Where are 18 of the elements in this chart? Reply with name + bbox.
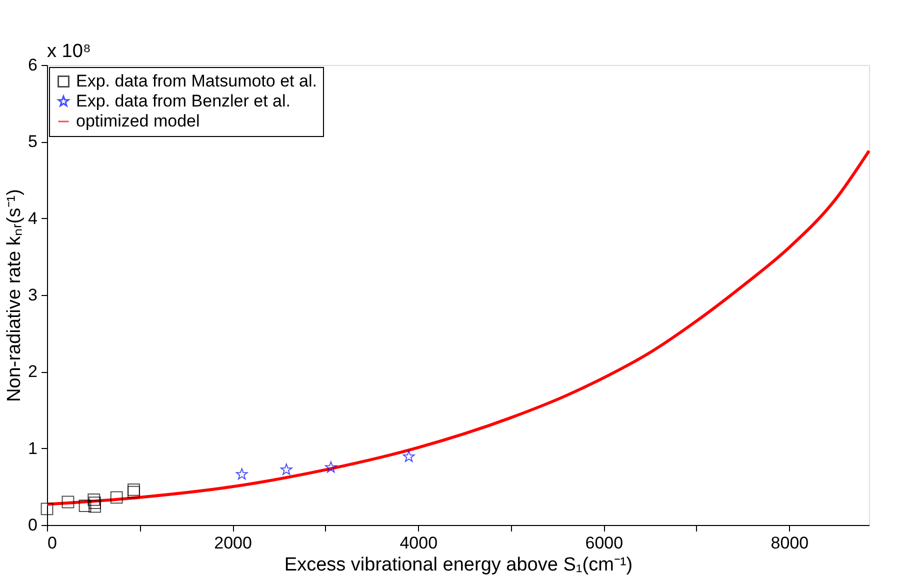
text: x 10⁸ (47, 41, 91, 62)
y-tick-label: 2 (28, 362, 38, 382)
legend-label: optimized model (76, 112, 200, 130)
legend-label: Exp. data from Matsumoto et al. (76, 72, 317, 90)
x-axis-title: Excess vibrational energy above S₁(cm⁻¹) (284, 554, 633, 576)
x-tick-label: 2000 (214, 534, 252, 552)
y-tick-label: 6 (28, 56, 38, 74)
y-tick-label: 5 (28, 132, 38, 152)
y-tick-label: 1 (28, 438, 38, 458)
y-tick-label: 3 (28, 286, 38, 304)
x-tick-label: 6000 (585, 534, 624, 552)
y-tick-label: 4 (28, 208, 38, 228)
x-tick-label: 0 (48, 534, 57, 552)
y-tick-label: 0 (28, 516, 38, 534)
x-tick-label: 4000 (400, 534, 438, 552)
y-axis-title: Non-radiative rate kₙᵣ(s⁻¹) (4, 189, 26, 402)
legend-label: Exp. data from Benzler et al. (76, 92, 290, 110)
x-tick-label: 8000 (770, 534, 809, 552)
